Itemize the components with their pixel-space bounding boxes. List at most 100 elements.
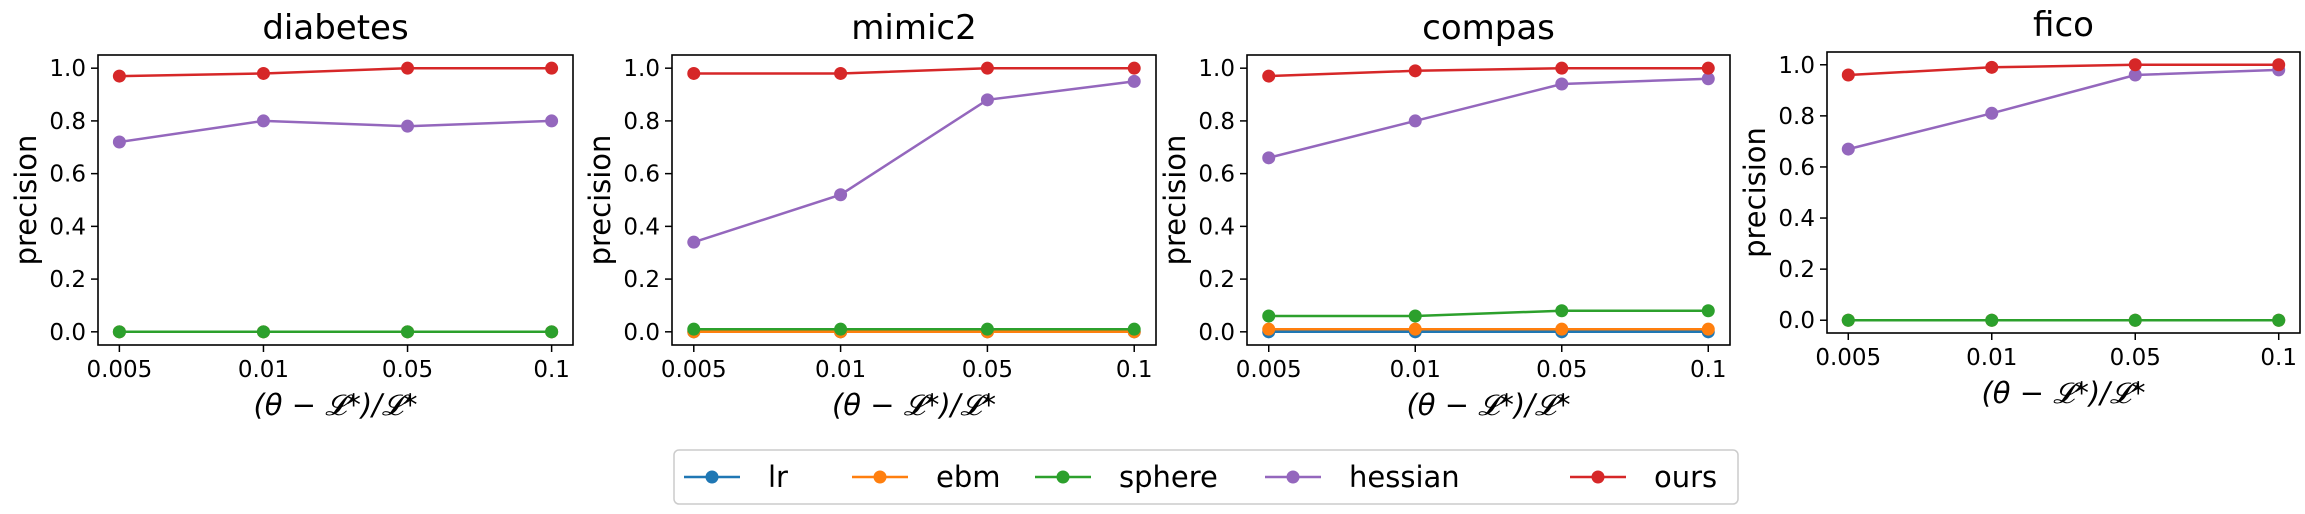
x-axis-label: (θ − 𝓛*)/𝓛*	[1406, 388, 1570, 422]
x-tick-label: 0.1	[533, 357, 570, 383]
y-axis-label: precision	[1738, 127, 1772, 258]
legend-marker	[1056, 470, 1070, 484]
data-point-hessian	[545, 114, 559, 128]
data-point-hessian	[1555, 77, 1569, 91]
data-point-hessian	[1408, 114, 1422, 128]
y-tick-label: 0.6	[1198, 162, 1235, 188]
legend-label: ours	[1654, 460, 1717, 494]
data-point-hessian	[687, 235, 701, 249]
data-point-ours	[256, 66, 270, 80]
chart-panel-mimic2: mimic2 0.0 0.2 0.4 0.6 0.8 1.0 0.005 0.01 0.05 0.1…	[583, 8, 1157, 422]
chart-panel-fico: fico 0.0 0.2 0.4 0.6 0.8 1.0 0.005 0.01 0.05 0.1 (θ…	[1738, 5, 2301, 410]
x-tick-label: 0.05	[1536, 357, 1587, 383]
legend: lr ebm sphere hessian ours	[673, 449, 1739, 505]
legend-label: ebm	[936, 460, 1001, 494]
legend-item-lr: lr	[684, 460, 788, 494]
series-line-ours	[693, 66, 1135, 75]
data-point-ebm	[1262, 322, 1276, 336]
plot-frame	[671, 54, 1157, 346]
data-point-hessian	[1701, 72, 1715, 86]
y-axis-label: precision	[583, 135, 617, 266]
series-line-ours	[1268, 66, 1709, 78]
data-point-hessian	[112, 135, 126, 149]
plot-frame	[97, 54, 574, 346]
y-tick-label: 0.2	[1778, 257, 1815, 283]
chart-panel-compas: compas 0.0 0.2 0.4 0.6 0.8 1.0 0.005 0.01 0.05 0.1…	[1158, 8, 1731, 422]
data-point-hessian	[1127, 74, 1141, 88]
x-tick-label: 0.05	[962, 357, 1013, 383]
data-point-hessian	[980, 93, 994, 107]
chart-panel-diabetes: diabetes 0.0 0.2 0.4 0.6 0.8 1.0 0.005 0.01 0.05 0…	[9, 8, 574, 422]
series-line-sphere	[1268, 309, 1709, 318]
series-line-hessian	[1268, 77, 1709, 160]
data-point-ebm	[1408, 322, 1422, 336]
x-tick-label: 0.01	[1966, 345, 2017, 371]
data-point-ours	[401, 61, 415, 75]
data-point-ours	[1841, 68, 1855, 82]
data-point-ours	[1127, 61, 1141, 75]
legend-marker	[705, 470, 719, 484]
y-axis-label: precision	[1158, 135, 1192, 266]
data-point-hessian	[1985, 106, 1999, 120]
data-point-ours	[2128, 58, 2142, 72]
legend-label: hessian	[1349, 460, 1460, 494]
data-point-ours	[1408, 64, 1422, 78]
data-point-sphere	[1985, 313, 1999, 327]
y-tick-label: 0.8	[623, 109, 660, 135]
data-point-ours	[1701, 61, 1715, 75]
data-point-sphere	[1841, 313, 1855, 327]
y-tick-label: 0.2	[623, 267, 660, 293]
x-tick-label: 0.01	[238, 357, 289, 383]
data-point-ours	[980, 61, 994, 75]
data-point-ours	[2272, 58, 2286, 72]
y-tick-label: 0.4	[1778, 206, 1815, 232]
x-tick-label: 0.1	[1116, 357, 1153, 383]
data-point-hessian	[1262, 151, 1276, 165]
data-point-ours	[1985, 60, 1999, 74]
data-point-hessian	[401, 119, 415, 133]
series-line-ours	[1848, 63, 2279, 77]
legend-label: lr	[768, 460, 788, 494]
data-point-ebm	[1555, 322, 1569, 336]
y-tick-label: 0.2	[49, 267, 86, 293]
series-line-hessian	[693, 80, 1135, 244]
y-tick-label: 0.6	[1778, 155, 1815, 181]
y-tick-label: 1.0	[1198, 56, 1235, 82]
data-point-sphere	[401, 325, 415, 339]
x-tick-label: 0.1	[1690, 357, 1727, 383]
legend-item-hessian: hessian	[1265, 460, 1460, 494]
x-tick-label: 0.05	[2110, 345, 2161, 371]
y-tick-label: 0.0	[1198, 320, 1235, 346]
y-tick-label: 0.8	[1778, 104, 1815, 130]
x-tick-label: 0.005	[1236, 357, 1302, 383]
data-point-sphere	[545, 325, 559, 339]
legend-item-ours: ours	[1570, 460, 1717, 494]
y-tick-label: 0.6	[623, 162, 660, 188]
y-tick-label: 0.4	[1198, 214, 1235, 240]
data-point-sphere	[1701, 304, 1715, 318]
x-axis-label: (θ − 𝓛*)/𝓛*	[832, 388, 996, 422]
y-tick-label: 0.8	[1198, 109, 1235, 135]
y-tick-label: 0.0	[623, 320, 660, 346]
data-point-ours	[687, 66, 701, 80]
data-point-hessian	[1841, 142, 1855, 156]
legend-box	[673, 449, 1739, 505]
data-point-sphere	[1262, 309, 1276, 323]
y-tick-label: 0.2	[1198, 267, 1235, 293]
chart-title: diabetes	[262, 8, 408, 48]
x-tick-label: 0.005	[1815, 345, 1881, 371]
x-tick-label: 0.01	[815, 357, 866, 383]
x-axis-label: (θ − 𝓛*)/𝓛*	[1981, 376, 2145, 410]
legend-label: sphere	[1119, 460, 1218, 494]
y-tick-label: 0.4	[49, 214, 86, 240]
data-point-sphere	[980, 322, 994, 336]
series-line-ours	[119, 66, 552, 78]
data-point-hessian	[834, 188, 848, 202]
data-point-sphere	[687, 322, 701, 336]
data-point-sphere	[1408, 309, 1422, 323]
x-tick-label: 0.01	[1390, 357, 1441, 383]
x-tick-label: 0.005	[86, 357, 152, 383]
legend-marker	[1591, 470, 1605, 484]
chart-title: compas	[1422, 8, 1555, 48]
